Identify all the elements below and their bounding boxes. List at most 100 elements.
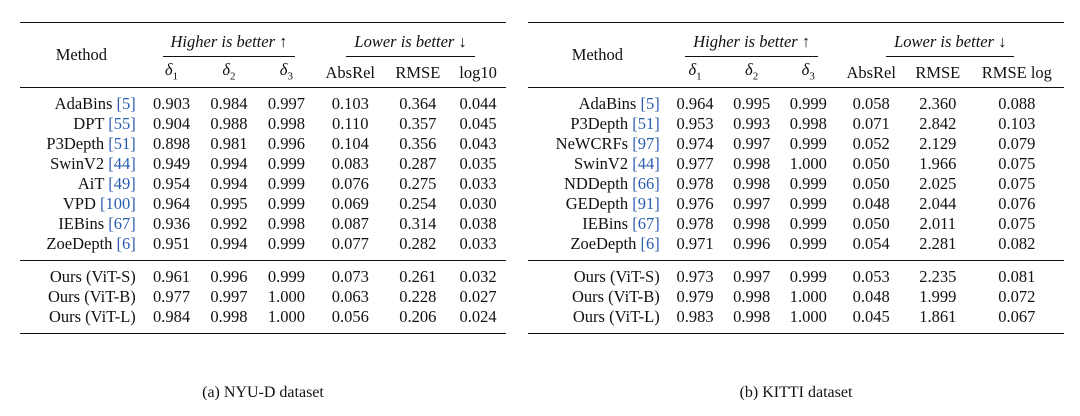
citation-link[interactable]: [67] (632, 214, 660, 233)
cell-value: 0.971 (676, 234, 714, 253)
cell-value: 0.998 (267, 214, 305, 233)
cell-value-best: 1.000 (779, 307, 837, 334)
citation-link[interactable]: [51] (108, 134, 136, 153)
cell-value-best: 1.000 (257, 307, 316, 334)
kitti-table-panel: Method Higher is better ↑ Lower is bette… (528, 22, 1064, 334)
cell-value: 0.048 (852, 287, 890, 306)
cell-value: 0.994 (210, 234, 248, 253)
cell-value: 0.995 (210, 194, 248, 213)
cell-value-best: 0.206 (385, 307, 451, 334)
table-row: ZoeDepth [6] 0.971 0.996 0.999 0.054 2.2… (528, 234, 1064, 261)
ours-row: Ours (ViT-S) 0.961 0.996 0.999 0.073 0.2… (20, 260, 506, 287)
cell-value: 1.000 (789, 287, 827, 306)
cell-value: 0.050 (852, 214, 890, 233)
cell-value: 0.075 (998, 174, 1036, 193)
cell-value: 0.282 (399, 234, 437, 253)
citation-link[interactable]: [44] (632, 154, 660, 173)
citation-link[interactable]: [97] (632, 134, 660, 153)
cell-value: 0.954 (152, 174, 191, 193)
method-name: IEBins [67] (582, 214, 660, 233)
nyu-delta1-header: δ1 (164, 59, 179, 83)
cell-value: 0.951 (152, 234, 191, 253)
table-row: AdaBins [5] 0.903 0.984 0.997 0.103 0.36… (20, 87, 506, 114)
table-row: VPD [100] 0.964 0.995 0.999 0.069 0.254 … (20, 194, 506, 214)
cell-value: 0.904 (152, 114, 191, 133)
cell-value: 0.088 (969, 87, 1064, 114)
cell-value: 2.281 (919, 234, 957, 253)
cell-value: 0.953 (676, 114, 714, 133)
citation-link[interactable]: [5] (640, 94, 660, 113)
cell-value: 0.072 (998, 287, 1036, 306)
cell-value: 0.997 (733, 134, 771, 153)
kitti-delta1-header: δ1 (688, 59, 702, 83)
table-row: IEBins [67] 0.936 0.992 0.998 0.087 0.31… (20, 214, 506, 234)
cell-value: 0.977 (152, 287, 191, 306)
citation-link[interactable]: [49] (108, 174, 136, 193)
cell-value: 0.030 (459, 194, 497, 213)
nyu-delta3-header: δ3 (279, 59, 293, 83)
citation-link[interactable]: [100] (100, 194, 136, 213)
method-name: ZoeDepth [6] (570, 234, 660, 253)
citation-link[interactable]: [55] (108, 114, 136, 133)
table-row: SwinV2 [44] 0.977 0.998 1.000 0.050 1.96… (528, 154, 1064, 174)
method-name: Ours (ViT-L) (528, 307, 667, 334)
cell-value: 1.000 (789, 154, 827, 173)
method-name: Ours (ViT-L) (20, 307, 143, 334)
cell-value: 0.961 (142, 260, 201, 287)
kitti-absrel-header: AbsRel (846, 63, 896, 82)
citation-link[interactable]: [6] (640, 234, 660, 253)
method-name: AdaBins [5] (528, 87, 667, 114)
cell-value: 0.998 (267, 114, 305, 133)
cell-value: 0.082 (998, 234, 1036, 253)
cell-value: 0.964 (666, 87, 724, 114)
cell-value: 0.999 (789, 174, 827, 193)
citation-link[interactable]: [67] (108, 214, 136, 233)
cell-value: 0.103 (315, 87, 386, 114)
citation-link[interactable]: [66] (632, 174, 660, 193)
citation-link[interactable]: [6] (116, 234, 136, 253)
cell-value: 0.979 (676, 287, 714, 306)
cell-value: 2.129 (919, 134, 957, 153)
citation-link[interactable]: [51] (632, 114, 660, 133)
table-row: P3Depth [51] 0.953 0.993 0.998 0.071 2.8… (528, 114, 1064, 134)
cell-value: 0.998 (733, 154, 771, 173)
cell-value: 0.356 (399, 134, 437, 153)
citation-link[interactable]: [91] (632, 194, 660, 213)
cell-value: 0.081 (969, 260, 1064, 287)
cell-value: 0.999 (779, 260, 837, 287)
ours-row: Ours (ViT-B) 0.979 0.998 1.000 0.048 1.9… (528, 287, 1064, 307)
cell-value: 0.984 (200, 87, 258, 114)
method-name: VPD [100] (62, 194, 136, 213)
cell-value: 0.045 (459, 114, 497, 133)
method-name: NeWCRFs [97] (555, 134, 660, 153)
cell-value: 0.033 (459, 174, 497, 193)
nyu-rmse-header: RMSE (395, 63, 441, 82)
cell-value-best: 0.024 (450, 307, 506, 334)
nyu-higher-header: Higher is better ↑ (142, 22, 316, 59)
cell-value: 0.998 (733, 287, 771, 306)
cell-value: 0.999 (789, 234, 827, 253)
citation-link[interactable]: [5] (116, 94, 136, 113)
cell-value: 0.077 (331, 234, 369, 253)
cell-value: 0.228 (399, 287, 437, 306)
cell-value: 0.079 (998, 134, 1036, 153)
kitti-caption: (b) KITTI dataset (739, 384, 853, 401)
cell-value: 0.999 (267, 234, 305, 253)
table-row: ZoeDepth [6] 0.951 0.994 0.999 0.077 0.2… (20, 234, 506, 261)
citation-link[interactable]: [44] (108, 154, 136, 173)
ours-row-best: Ours (ViT-L) 0.984 0.998 1.000 0.056 0.2… (20, 307, 506, 334)
cell-value: 0.038 (459, 214, 497, 233)
cell-value-best: 0.067 (969, 307, 1064, 334)
cell-value-best: 0.998 (723, 307, 780, 334)
cell-value: 0.994 (210, 154, 248, 173)
nyu-table-panel: Method Higher is better ↑ Lower is bette… (20, 22, 506, 334)
kitti-higher-header: Higher is better ↑ (666, 22, 837, 59)
cell-value: 0.994 (210, 174, 248, 193)
cell-value: 0.075 (998, 214, 1036, 233)
cell-value: 0.104 (331, 134, 369, 153)
cell-value: 0.997 (733, 194, 771, 213)
cell-value: 0.993 (733, 114, 771, 133)
cell-value: 0.044 (450, 87, 506, 114)
cell-value: 2.842 (919, 114, 957, 133)
cell-value: 0.110 (332, 114, 369, 133)
